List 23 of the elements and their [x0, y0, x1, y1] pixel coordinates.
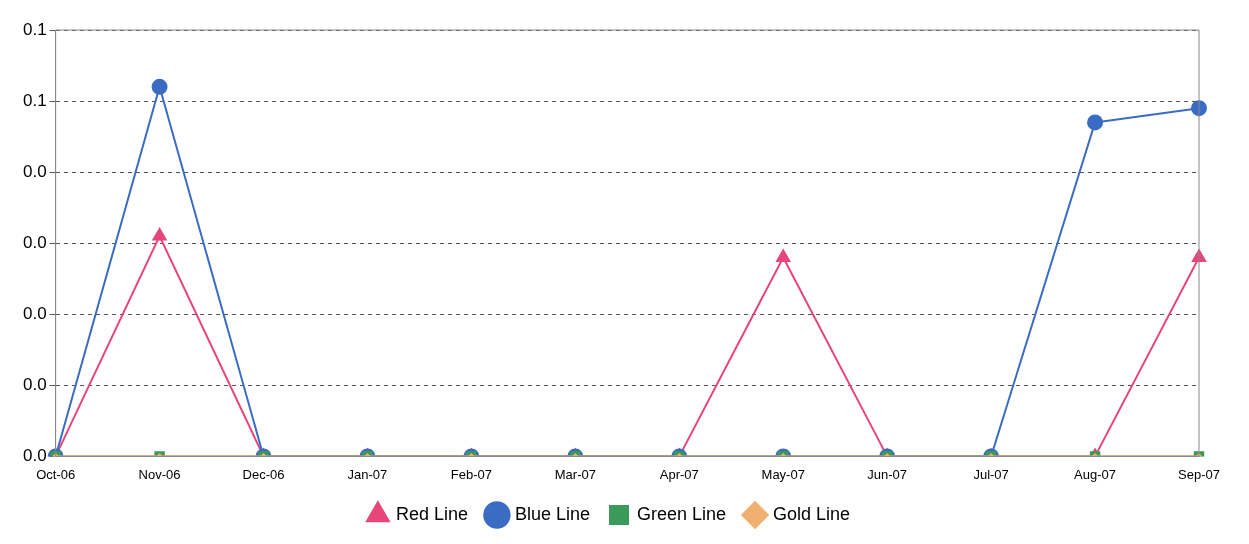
- x-tick-label: Jul-07: [973, 466, 1009, 482]
- x-tick-label: Nov-06: [138, 466, 181, 482]
- x-tick-label: Apr-07: [659, 466, 699, 482]
- legend-label: Red Line: [395, 503, 468, 524]
- x-tick-label: Jun-07: [867, 466, 908, 482]
- y-tick-label: 0.0: [22, 232, 47, 252]
- x-tick-label: Jan-07: [347, 466, 388, 482]
- y-tick-label: 0.0: [22, 375, 47, 395]
- y-tick-label: 0.0: [22, 446, 47, 466]
- x-tick-label: Feb-07: [450, 466, 492, 482]
- x-tick-label: Oct-06: [36, 466, 76, 482]
- y-tick-label: 0.1: [22, 90, 47, 110]
- legend-label: Gold Line: [773, 503, 851, 524]
- y-tick-label: 0.0: [22, 303, 47, 323]
- x-tick-label: Sep-07: [1178, 466, 1220, 482]
- y-tick-label: 0.1: [22, 19, 47, 39]
- legend-label: Green Line: [637, 503, 727, 524]
- x-tick-label: Dec-06: [242, 466, 285, 482]
- y-tick-label: 0.0: [22, 161, 47, 181]
- x-tick-label: May-07: [761, 466, 805, 482]
- x-tick-label: Mar-07: [554, 466, 596, 482]
- legend-label: Blue Line: [514, 503, 590, 524]
- x-tick-label: Aug-07: [1074, 466, 1117, 482]
